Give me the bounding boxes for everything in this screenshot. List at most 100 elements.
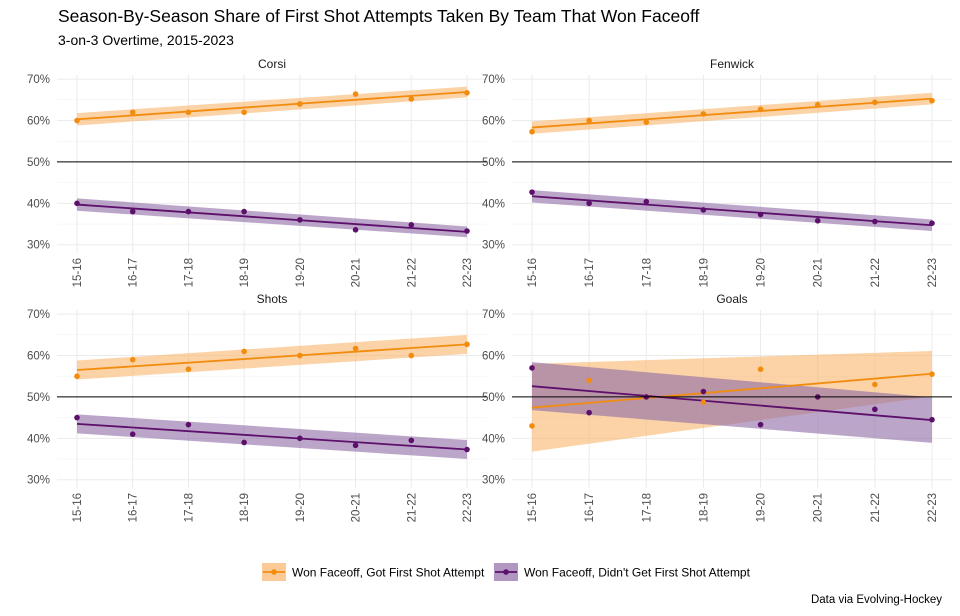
data-point — [929, 416, 935, 423]
x-tick-label: 21-22 — [406, 493, 418, 522]
x-tick-label: 18-19 — [698, 258, 710, 287]
data-point — [814, 102, 821, 108]
data-point — [241, 109, 247, 116]
data-point — [464, 228, 470, 234]
facet-title: Fenwick — [710, 57, 755, 71]
data-point — [700, 399, 707, 406]
x-tick-label: 15-16 — [72, 493, 84, 522]
data-point — [352, 442, 359, 449]
panel-shots: Shots 30% 40% 50% 60% 70% 15-16 16-17 17-18 18-19… — [27, 292, 487, 522]
trend-line — [76, 422, 468, 451]
y-tick-label: 30% — [27, 475, 50, 487]
data-point — [185, 421, 192, 428]
y-tick-label: 60% — [27, 116, 50, 128]
x-tick-label: 17-18 — [641, 258, 653, 287]
data-point — [929, 371, 935, 377]
data-point — [700, 388, 707, 395]
facet-title: Shots — [257, 292, 288, 306]
data-point — [74, 373, 80, 380]
y-tick-label: 70% — [482, 309, 505, 321]
panel-corsi: Corsi 30% 40% 50% 60% 70% 15-16 16-17 17-18 18-19… — [27, 57, 487, 287]
data-point — [352, 91, 359, 97]
y-tick-label: 40% — [482, 433, 505, 445]
panel-goals: Goals 30% 40% 50% 60% 70% 15-16 16-17 17-18 18-19… — [482, 292, 952, 522]
data-point — [241, 208, 247, 215]
data-point — [643, 198, 650, 205]
data-point — [185, 366, 192, 372]
x-tick-label: 20-21 — [813, 258, 825, 287]
data-point — [814, 217, 821, 224]
data-point — [241, 439, 247, 446]
data-point — [586, 200, 592, 207]
legend-label: Won Faceoff, Didn't Get First Shot Attem… — [524, 566, 751, 580]
data-point — [586, 377, 592, 384]
y-tick-label: 30% — [27, 240, 50, 252]
y-tick-label: 50% — [27, 392, 50, 404]
legend-label: Won Faceoff, Got First Shot Attempt — [292, 566, 485, 580]
data-point — [74, 200, 80, 207]
trend-line — [76, 91, 468, 121]
y-tick-label: 30% — [482, 475, 505, 487]
x-tick-label: 19-20 — [756, 493, 768, 522]
y-tick-label: 60% — [27, 351, 50, 363]
data-point — [241, 348, 247, 355]
legend-key-point — [503, 569, 509, 575]
data-point — [529, 189, 535, 195]
data-point — [464, 90, 470, 96]
trend-line — [531, 195, 933, 227]
data-point — [129, 109, 136, 116]
x-tick-label: 22-23 — [927, 258, 939, 287]
data-point — [586, 409, 592, 416]
data-point — [352, 227, 359, 233]
data-point — [757, 366, 764, 372]
data-point — [408, 437, 415, 444]
x-tick-label: 19-20 — [756, 258, 768, 287]
data-point — [297, 352, 303, 359]
facet-title: Corsi — [258, 57, 286, 71]
data-point — [529, 128, 535, 135]
y-tick-label: 60% — [482, 116, 505, 128]
data-point — [700, 207, 707, 213]
data-point — [185, 208, 192, 215]
trend-line — [531, 385, 933, 422]
data-point — [297, 217, 303, 223]
data-point — [872, 99, 878, 106]
y-tick-label: 50% — [482, 392, 505, 404]
data-point — [408, 352, 415, 359]
data-point — [74, 414, 80, 421]
trend-line — [531, 97, 933, 129]
x-tick-label: 22-23 — [462, 493, 474, 522]
data-point — [129, 431, 136, 437]
y-tick-label: 30% — [482, 240, 505, 252]
y-tick-label: 70% — [27, 74, 50, 86]
x-tick-label: 16-17 — [584, 258, 596, 287]
chart-caption: Data via Evolving-Hockey — [810, 594, 942, 606]
trend-line — [76, 203, 468, 233]
data-point — [700, 111, 707, 117]
x-tick-label: 21-22 — [870, 258, 882, 287]
data-point — [872, 381, 878, 388]
data-point — [929, 220, 935, 226]
y-tick-label: 40% — [482, 198, 505, 210]
y-tick-label: 40% — [27, 198, 50, 210]
data-point — [129, 208, 136, 215]
data-point — [757, 211, 764, 218]
data-point — [929, 97, 935, 104]
y-tick-label: 70% — [27, 309, 50, 321]
x-tick-label: 18-19 — [239, 493, 251, 522]
data-point — [408, 222, 415, 228]
legend-item: Won Faceoff, Got First Shot Attempt — [262, 563, 485, 581]
y-tick-label: 50% — [27, 157, 50, 169]
x-tick-label: 15-16 — [527, 493, 539, 522]
x-tick-label: 22-23 — [462, 258, 474, 287]
chart-subtitle: 3-on-3 Overtime, 2015-2023 — [58, 32, 234, 48]
x-tick-label: 20-21 — [351, 493, 363, 522]
trend-line — [76, 343, 468, 371]
data-point — [586, 117, 592, 124]
data-point — [872, 406, 878, 413]
x-tick-label: 16-17 — [128, 258, 140, 287]
legend-item: Won Faceoff, Didn't Get First Shot Attem… — [494, 563, 751, 581]
data-point — [757, 421, 764, 428]
data-point — [757, 106, 764, 113]
data-point — [297, 101, 303, 107]
